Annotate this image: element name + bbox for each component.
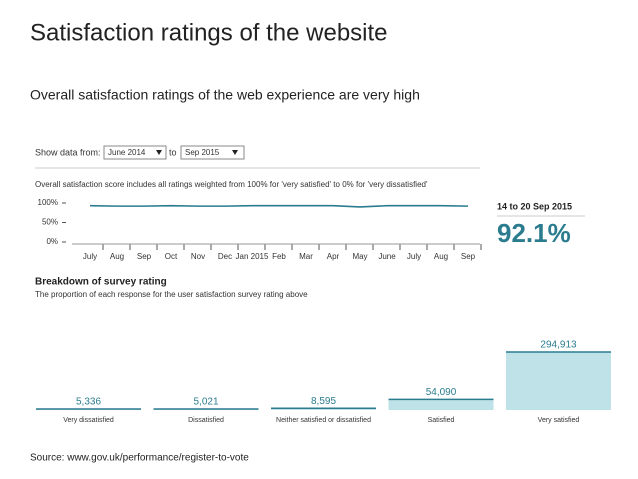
bar-title: Breakdown of survey rating bbox=[35, 277, 167, 288]
x-tick-label: Sep bbox=[461, 252, 476, 261]
to-select[interactable] bbox=[180, 145, 245, 160]
line bbox=[89, 204, 469, 208]
bar-subtitle: The proportion of each response for the … bbox=[35, 290, 308, 299]
x-tick-label: Aug bbox=[110, 252, 124, 261]
value-label: 8,595 bbox=[311, 396, 336, 407]
from-value: June 2014 bbox=[108, 148, 146, 157]
x-tick-label: Feb bbox=[272, 252, 286, 261]
slide-title: Satisfaction ratings of the website bbox=[30, 19, 388, 46]
x-tick-label: Dissatisfied bbox=[188, 417, 224, 424]
x-tick-label: July bbox=[83, 252, 97, 261]
y-tick-label: 50% bbox=[42, 218, 58, 227]
value-label: 5,336 bbox=[76, 397, 101, 408]
line-caption: Overall satisfaction score includes all … bbox=[35, 180, 428, 189]
to-label: to bbox=[169, 147, 177, 157]
x-tick-label: Oct bbox=[165, 252, 178, 261]
dropdown-arrow bbox=[156, 150, 162, 155]
bar bbox=[506, 352, 611, 410]
from-select[interactable] bbox=[103, 145, 167, 160]
x-tick-label: May bbox=[352, 252, 367, 261]
value-label: 54,090 bbox=[426, 387, 457, 398]
x-tick-label: Very satisfied bbox=[538, 417, 580, 424]
value-label: 5,021 bbox=[193, 397, 218, 408]
y-tick-label: 100% bbox=[38, 198, 58, 207]
x-tick-label: Neither satisfied or dissatisfied bbox=[276, 417, 371, 424]
to-value: Sep 2015 bbox=[185, 148, 220, 157]
x-tick-label: Very dissatisfied bbox=[63, 417, 114, 424]
x-tick-label: Dec bbox=[218, 252, 232, 261]
control-label: Show data from: bbox=[35, 147, 101, 157]
bar bbox=[271, 408, 376, 410]
x-tick-label: Apr bbox=[327, 252, 340, 261]
x-tick-label: June bbox=[378, 252, 396, 261]
x-tick-label: Satisfied bbox=[428, 417, 455, 424]
value-label: 294,913 bbox=[540, 340, 577, 351]
source: Source: www.gov.uk/performance/register-… bbox=[30, 453, 249, 464]
y-tick-label: 0% bbox=[46, 237, 58, 246]
highlight-period: 14 to 20 Sep 2015 bbox=[497, 201, 572, 211]
x-tick-label: Nov bbox=[191, 252, 205, 261]
x-tick-label: July bbox=[407, 252, 421, 261]
x-tick-label: Jan 2015 bbox=[236, 252, 269, 261]
x-tick-label: Mar bbox=[299, 252, 313, 261]
dropdown-arrow bbox=[232, 150, 238, 155]
x-tick-label: Sep bbox=[137, 252, 152, 261]
x-tick-label: Aug bbox=[434, 252, 448, 261]
bar bbox=[388, 399, 494, 410]
highlight-value: 92.1% bbox=[497, 218, 571, 248]
slide-subtitle: Overall satisfaction ratings of the web … bbox=[30, 87, 420, 103]
